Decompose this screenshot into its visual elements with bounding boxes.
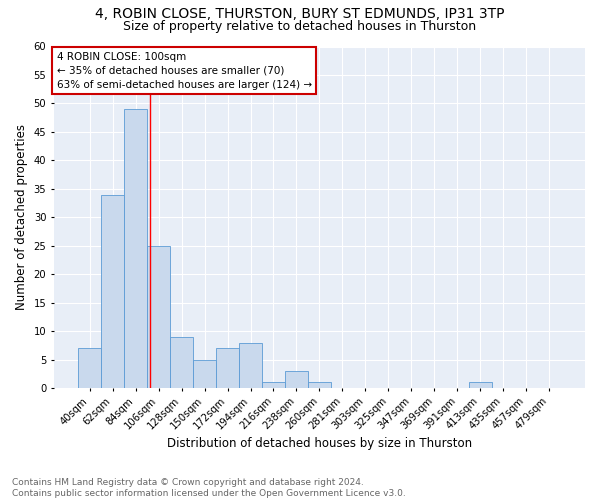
Bar [262, 382, 285, 388]
Text: 4, ROBIN CLOSE, THURSTON, BURY ST EDMUNDS, IP31 3TP: 4, ROBIN CLOSE, THURSTON, BURY ST EDMUND… [95, 8, 505, 22]
X-axis label: Distribution of detached houses by size in Thurston: Distribution of detached houses by size … [167, 437, 472, 450]
Text: 4 ROBIN CLOSE: 100sqm
← 35% of detached houses are smaller (70)
63% of semi-deta: 4 ROBIN CLOSE: 100sqm ← 35% of detached … [56, 52, 312, 90]
Bar [124, 109, 147, 388]
Bar [239, 342, 262, 388]
Bar [78, 348, 101, 388]
Bar [147, 246, 170, 388]
Text: Contains HM Land Registry data © Crown copyright and database right 2024.
Contai: Contains HM Land Registry data © Crown c… [12, 478, 406, 498]
Text: Size of property relative to detached houses in Thurston: Size of property relative to detached ho… [124, 20, 476, 33]
Bar [308, 382, 331, 388]
Bar [193, 360, 216, 388]
Bar [469, 382, 492, 388]
Bar [170, 337, 193, 388]
Y-axis label: Number of detached properties: Number of detached properties [15, 124, 28, 310]
Bar [101, 194, 124, 388]
Bar [285, 371, 308, 388]
Bar [216, 348, 239, 388]
